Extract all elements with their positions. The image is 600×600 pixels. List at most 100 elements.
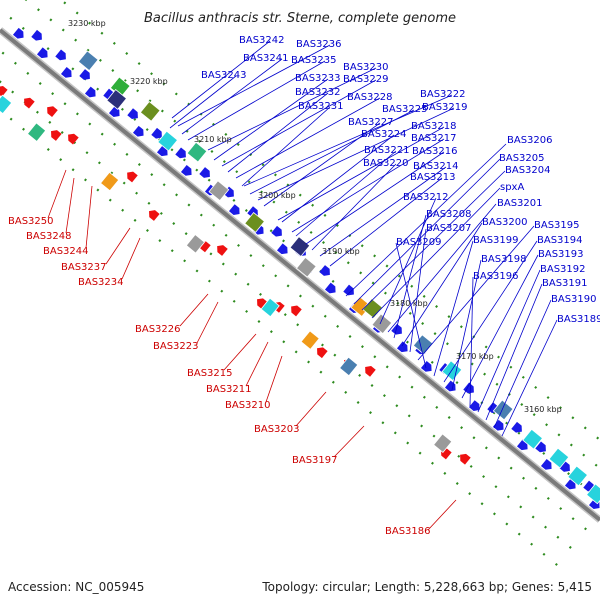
forward-gene-22	[276, 243, 288, 255]
forward-leader-26	[371, 187, 501, 319]
reverse-gene-shape-12	[317, 347, 328, 359]
forward-gene-shape-21	[271, 225, 282, 237]
reverse-gene-5	[127, 171, 138, 183]
reverse-leader-11	[333, 425, 365, 458]
feature-rev-7	[433, 433, 453, 453]
forward-gene-36	[444, 380, 456, 392]
gene-label-bas3218: BAS3218	[411, 121, 457, 132]
forward-gene-15	[199, 167, 210, 178]
forward-gene-21	[271, 225, 282, 237]
reverse-leader-7	[223, 333, 257, 371]
gene-label-bas3195: BAS3195	[534, 220, 580, 231]
gene-label-bas3221: BAS3221	[364, 145, 410, 156]
forward-gene-shape-6	[84, 86, 96, 98]
reverse-leader-1	[65, 177, 75, 234]
scale-label-3170: 3170 kbp	[456, 352, 494, 361]
reverse-gene-shape-4	[68, 133, 79, 145]
feature-shape-rev-1	[26, 122, 47, 142]
forward-leader-12	[249, 109, 415, 195]
forward-gene-26	[324, 282, 336, 294]
gene-label-bas3208: BAS3208	[426, 209, 472, 220]
feature-18	[567, 465, 589, 487]
reverse-gene-9	[257, 298, 268, 310]
forward-gene-2	[36, 47, 48, 59]
forward-gene-4	[60, 67, 72, 78]
gene-label-bas3225: BAS3225	[382, 104, 428, 115]
feature-17	[548, 447, 570, 469]
gene-label-bas3200: BAS3200	[482, 217, 528, 228]
forward-gene-shape-22	[276, 243, 288, 255]
reverse-leader-3	[105, 227, 131, 265]
gene-label-bas3248: BAS3248	[26, 231, 72, 242]
gene-label-bas3234: BAS3234	[78, 277, 124, 288]
forward-leader-31	[409, 228, 427, 353]
feature-shape-2	[106, 89, 128, 110]
forward-gene-40	[492, 419, 504, 431]
gene-label-bas3227: BAS3227	[348, 117, 394, 128]
forward-leader-27	[379, 197, 437, 325]
gene-label-bas3250: BAS3250	[8, 216, 54, 227]
reverse-gene-3	[51, 130, 62, 141]
forward-gene-18	[228, 204, 240, 215]
tick-row-5	[0, 108, 562, 569]
gene-label-bas3230: BAS3230	[343, 62, 389, 73]
reverse-gene-shape-11	[291, 305, 302, 317]
forward-gene-11	[151, 127, 162, 139]
reverse-gene-4	[68, 133, 79, 145]
gene-label-bas3242: BAS3242	[239, 35, 285, 46]
reverse-gene-shape-0	[0, 86, 8, 97]
feature-rev-3	[185, 234, 206, 254]
gene-label-bas3215: BAS3215	[187, 368, 233, 379]
forward-gene-shape-13	[175, 147, 186, 159]
forward-gene-shape-11	[151, 127, 162, 139]
feature-shape-19	[585, 483, 600, 505]
reverse-gene-shape-2	[47, 106, 58, 118]
gene-label-bas3199: BAS3199	[473, 235, 519, 246]
feature-6	[208, 180, 230, 202]
forward-gene-shape-18	[228, 204, 240, 215]
feature-11	[362, 298, 384, 319]
gene-label-bas3211: BAS3211	[206, 384, 252, 395]
gene-label-bas3216: BAS3216	[412, 146, 458, 157]
tick-row-4	[0, 80, 576, 552]
scale-label-3180: 3180 kbp	[390, 299, 428, 308]
gene-label-bas3217: BAS3217	[411, 133, 457, 144]
forward-leader-22	[329, 177, 443, 267]
forward-gene-27	[343, 284, 354, 296]
reverse-leader-2	[85, 185, 93, 249]
gene-label-bas3232: BAS3232	[295, 87, 341, 98]
forward-leader-29	[393, 214, 427, 339]
gene-label-bas3244: BAS3244	[43, 246, 89, 257]
forward-leader-41	[493, 299, 552, 429]
scale-label-3160: 3160 kbp	[524, 405, 562, 414]
gene-label-bas3194: BAS3194	[537, 235, 583, 246]
forward-gene-14	[180, 165, 192, 176]
scale-labels: 3230 kbp 3220 kbp 3210 kbp 3200 kbp 3190…	[68, 19, 562, 414]
feature-shape-16	[522, 428, 544, 450]
gene-label-bas3210: BAS3210	[225, 400, 271, 411]
forward-leader-3	[187, 60, 326, 141]
forward-leader-13	[257, 107, 455, 201]
forward-leader-14	[263, 122, 381, 207]
feature-15	[492, 399, 514, 421]
forward-gene-shape-5	[79, 69, 90, 80]
forward-leader-39	[477, 269, 541, 413]
forward-gene-shape-44	[540, 459, 552, 470]
feature-3	[139, 100, 161, 122]
gene-label-bas3186: BAS3186	[385, 526, 431, 537]
reverse-gene-6	[149, 210, 160, 221]
gene-label-bas3236: BAS3236	[296, 39, 342, 50]
forward-gene-shape-1	[31, 29, 42, 41]
gene-label-bas3222: BAS3222	[420, 89, 466, 100]
feature-rev-5	[300, 330, 320, 350]
feature-9	[295, 256, 317, 278]
forward-leader-2	[181, 58, 283, 135]
gene-label-bas3196: BAS3196	[473, 271, 519, 282]
genome-backbone	[0, 27, 600, 523]
topology-text: Topology: circular; Length: 5,228,663 bp…	[262, 580, 592, 594]
forward-leader-7	[221, 79, 377, 167]
gene-label-bas3198: BAS3198	[481, 254, 527, 265]
reverse-gene-8	[217, 245, 228, 256]
forward-gene-shape-9	[127, 108, 138, 120]
